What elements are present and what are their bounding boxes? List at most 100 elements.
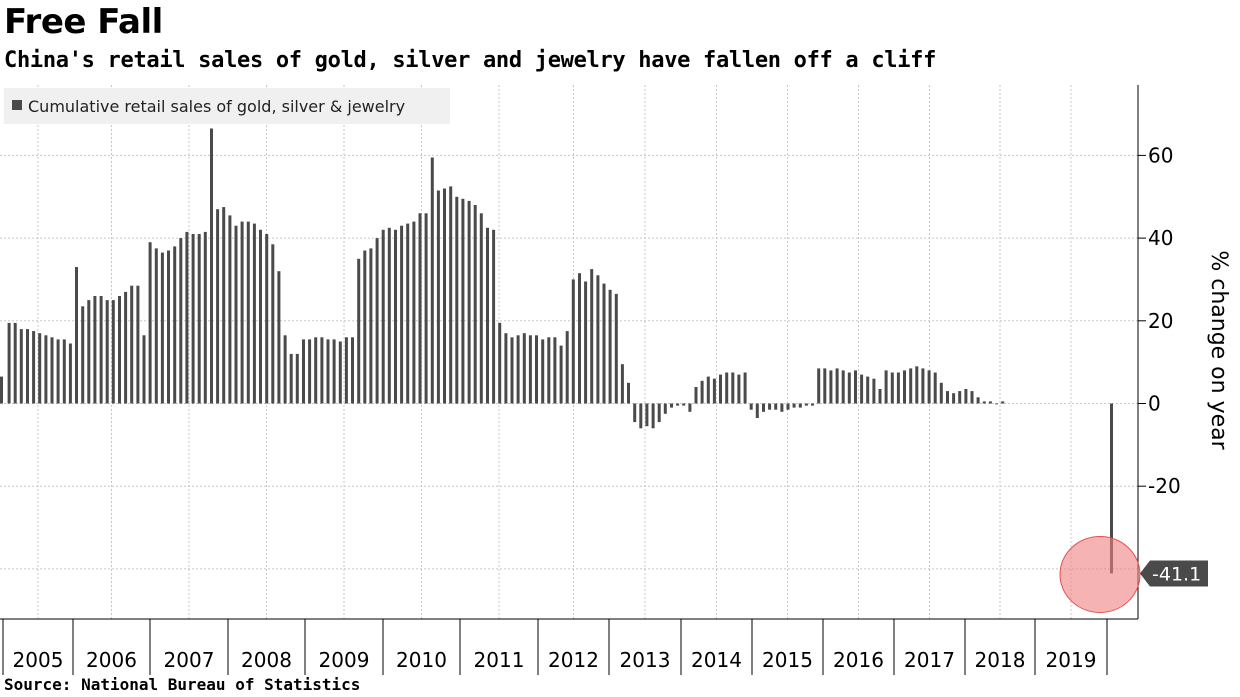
x-tick-label-2018: 2018 bbox=[975, 648, 1026, 672]
bar bbox=[823, 368, 827, 404]
bar bbox=[338, 341, 342, 404]
bar bbox=[627, 382, 630, 404]
bar bbox=[749, 403, 753, 410]
bar bbox=[314, 337, 318, 404]
bar bbox=[927, 370, 931, 404]
bar bbox=[676, 403, 680, 406]
bar bbox=[571, 279, 575, 404]
bar bbox=[860, 374, 864, 404]
bar bbox=[903, 370, 906, 404]
bar bbox=[406, 223, 410, 404]
bar bbox=[375, 238, 379, 404]
bar bbox=[725, 372, 729, 404]
bar bbox=[1001, 401, 1005, 404]
x-tick-label-2019: 2019 bbox=[1046, 648, 1097, 672]
last-value-label: -41.1 bbox=[1152, 563, 1201, 585]
bar bbox=[498, 322, 502, 404]
bar bbox=[633, 403, 637, 423]
bar bbox=[179, 238, 183, 404]
bar bbox=[75, 267, 78, 404]
bar bbox=[197, 234, 201, 404]
legend: Cumulative retail sales of gold, silver … bbox=[4, 88, 450, 124]
bar bbox=[381, 229, 385, 404]
x-tick-label-2005: 2005 bbox=[13, 648, 64, 672]
bar bbox=[663, 403, 667, 414]
bar bbox=[755, 403, 759, 418]
bar bbox=[706, 376, 710, 404]
bar bbox=[320, 337, 324, 404]
bar bbox=[866, 376, 870, 404]
chart-subtitle: China's retail sales of gold, silver and… bbox=[4, 48, 937, 73]
bar bbox=[265, 234, 269, 404]
bar bbox=[136, 285, 140, 404]
bar bbox=[19, 329, 23, 404]
bar bbox=[326, 339, 330, 404]
bar bbox=[841, 370, 845, 404]
bar bbox=[62, 339, 66, 404]
bar bbox=[50, 337, 54, 404]
bar bbox=[700, 380, 704, 404]
bar bbox=[780, 403, 784, 412]
bar bbox=[38, 333, 42, 404]
bar bbox=[26, 329, 29, 404]
bar bbox=[694, 387, 698, 404]
bar bbox=[142, 335, 146, 404]
highlight bbox=[1059, 535, 1141, 613]
bar bbox=[584, 281, 588, 404]
bar bbox=[93, 296, 97, 404]
bar bbox=[890, 372, 894, 404]
bar bbox=[13, 322, 17, 404]
chart-title: Free Fall bbox=[4, 2, 163, 42]
bar bbox=[651, 403, 655, 429]
bar-series bbox=[0, 128, 1113, 574]
bar bbox=[878, 389, 882, 404]
bar bbox=[148, 242, 152, 404]
bar bbox=[933, 372, 937, 404]
bar bbox=[958, 391, 962, 404]
x-tick-label-2016: 2016 bbox=[833, 648, 884, 672]
bar bbox=[87, 300, 91, 404]
bar bbox=[565, 331, 569, 404]
source-note: Source: National Bureau of Statistics bbox=[4, 675, 361, 694]
bar bbox=[547, 337, 551, 404]
y-tick-label-60: 60 bbox=[1148, 143, 1173, 167]
bar bbox=[424, 213, 428, 404]
bar bbox=[99, 296, 103, 404]
bar bbox=[847, 372, 851, 404]
bar bbox=[118, 296, 121, 404]
bar bbox=[357, 258, 361, 404]
bar bbox=[228, 215, 232, 404]
highlight-circle bbox=[1059, 535, 1141, 613]
bar bbox=[486, 227, 489, 404]
bar bbox=[559, 345, 563, 404]
bar bbox=[436, 190, 440, 404]
bar bbox=[946, 391, 949, 404]
bar bbox=[124, 291, 128, 404]
bar bbox=[645, 403, 649, 427]
bar bbox=[915, 366, 919, 404]
bar bbox=[854, 370, 857, 404]
x-tick-label-2007: 2007 bbox=[164, 648, 215, 672]
bar bbox=[369, 248, 373, 404]
bar bbox=[467, 200, 471, 404]
x-tick-label-2015: 2015 bbox=[762, 648, 813, 672]
callout-marker bbox=[1140, 560, 1208, 587]
legend-swatch bbox=[12, 100, 22, 110]
bar bbox=[271, 244, 275, 404]
bar bbox=[473, 205, 477, 404]
bar bbox=[921, 368, 925, 404]
bar bbox=[995, 403, 998, 405]
bar bbox=[283, 335, 287, 404]
x-tick-label-2010: 2010 bbox=[396, 648, 447, 672]
x-tick-label-2012: 2012 bbox=[548, 648, 599, 672]
bar bbox=[952, 393, 956, 404]
bar bbox=[105, 300, 109, 404]
bar bbox=[829, 370, 833, 404]
bar bbox=[682, 403, 686, 406]
bar bbox=[939, 382, 943, 404]
bar bbox=[510, 337, 514, 404]
bar bbox=[185, 231, 189, 404]
bar bbox=[449, 186, 453, 404]
x-tick-label-2011: 2011 bbox=[474, 648, 525, 672]
bar bbox=[56, 339, 60, 404]
